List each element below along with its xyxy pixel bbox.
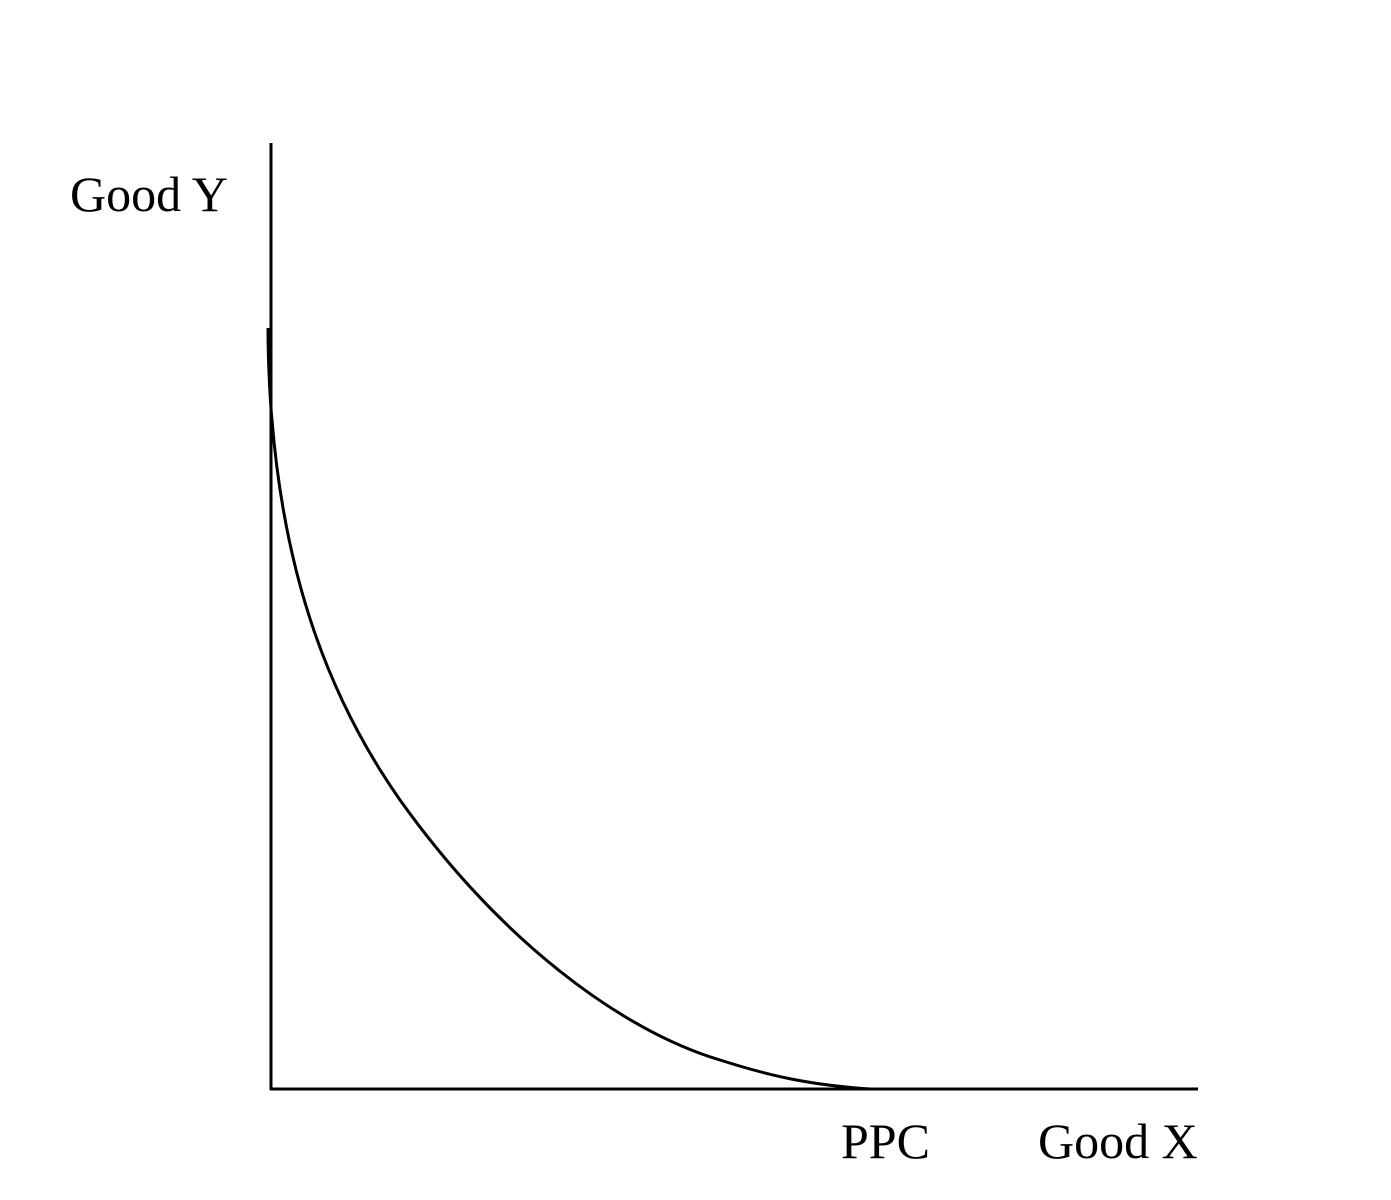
curve-label: PPC — [841, 1113, 930, 1169]
x-axis-label: Good X — [1038, 1113, 1198, 1169]
ppc-curve — [266, 327, 871, 1091]
y-axis-label: Good Y — [70, 166, 228, 222]
